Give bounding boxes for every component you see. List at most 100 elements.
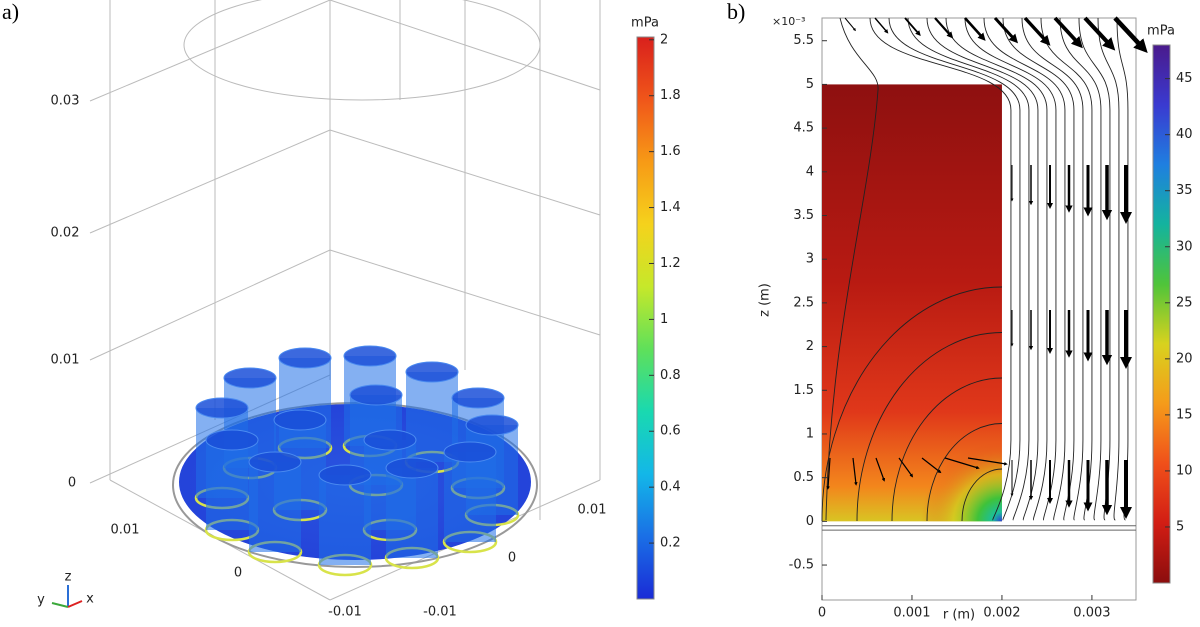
y-tick-label: 3.5 [793,208,814,223]
x-tick-label: -0.01 [423,605,457,620]
cylinder-body [249,462,301,552]
colorbar-tick-label: 1.8 [660,88,681,103]
x-axis-label: r (m) [943,608,975,623]
colorbar-tick-label: 35 [1176,183,1193,198]
y-tick-label: 0.01 [111,523,140,538]
flow-arrow [921,457,942,474]
cylinders [194,345,520,577]
cylinder-top [195,397,249,419]
colorbar-tick-label: 15 [1176,407,1193,422]
exponent-label: ×10⁻³ [772,15,805,28]
cylinder-top [273,409,327,431]
y-tick-label: 2.5 [793,295,814,310]
colorbar-tick-label: 0.4 [660,480,681,495]
cylinder-top [248,451,302,473]
cylinder-body [386,468,438,558]
colorbar-tick-label: 1.2 [660,256,681,271]
x-tick-label: 0.001 [893,606,930,621]
streamline [825,17,879,521]
y-tick-label: 1.5 [793,383,814,398]
y-tick-label: 4.5 [793,121,814,136]
triad-label: x [86,592,94,607]
flow-arrow [934,17,954,39]
flow-arrow [964,17,986,41]
flow-arrow [1023,16,1051,46]
y-tick-label: 0 [234,566,242,581]
z-tick-label: 0.03 [51,94,80,109]
colorbar-tick-label: 40 [1176,127,1193,142]
colorbar-tick-label: 0.2 [660,536,681,551]
colorbar-tick-label: 1 [660,312,668,327]
cylinder-top [443,441,497,463]
x-tick-label: 0 [508,551,516,566]
cylinder-body [319,475,371,565]
colorbar-tick-label: 20 [1176,351,1193,366]
streamline [1021,17,1084,521]
streamline [891,377,1003,522]
colorbar-tick-label: 45 [1176,71,1193,86]
cylinder-top [385,457,439,479]
z-tick-label: 0 [68,476,76,491]
flow-arrow [904,17,921,37]
cylinder-top [205,429,259,451]
colorbar-tick-label: 1.4 [660,200,681,215]
y-tick-label: 5 [806,77,814,92]
triad-label: z [65,570,72,585]
cylinder-body [444,452,496,542]
cylinder-top [278,347,332,369]
colorbar-unit: mPa [1147,24,1175,39]
y-tick-label: -0.5 [789,558,814,573]
x-tick-label: 0 [818,606,826,621]
y-tick-label: 5.5 [793,33,814,48]
x-tick-label: 0.002 [983,606,1020,621]
streamline [926,17,1039,521]
flow-arrow [967,457,1008,466]
y-tick-label: 4 [806,164,814,179]
colorbar-tick-label: 1.6 [660,144,681,159]
y-tick-label: 3 [806,252,814,267]
cylinder-top [405,361,459,383]
cylinder-top [223,367,277,389]
colorbar-tick-label: 25 [1176,295,1193,310]
colorbar-tick-label: 10 [1176,463,1193,478]
z-tick-label: 0.02 [51,226,80,241]
streamline [964,17,1057,521]
flow-arrow [944,457,980,470]
colorbar-tick-label: 30 [1176,239,1193,254]
y-tick-label: 1 [806,426,814,441]
streamline [945,17,1048,521]
panel-label: b) [727,0,745,24]
streamline [907,17,1030,521]
colorbar [1152,44,1171,584]
streamline [926,423,1003,522]
y-tick-label: 0 [806,514,814,529]
y-tick-label: 2 [806,339,814,354]
cylinder-top [318,464,372,486]
flow-arrow [826,457,831,490]
flow-arrow [874,17,889,34]
colorbar-tick-label: 0.6 [660,424,681,439]
field-hot [911,433,1002,522]
triad-label: y [37,593,45,608]
flow-arrow [1083,16,1116,51]
plot-b [821,16,1148,601]
cylinder-top [343,345,397,367]
flow-arrow [852,457,858,486]
flow-arrow [993,16,1019,44]
streamline [1059,17,1102,521]
y-tick-label: 0.5 [793,470,814,485]
flow-arrow [1053,16,1083,49]
streamline [821,286,1003,522]
cylinder-top [465,414,519,436]
colorbar-tick-label: 0.8 [660,368,681,383]
z-tick-label: 0.01 [51,353,80,368]
streamline [983,17,1066,521]
streamline [869,17,1012,521]
streamline [856,332,1003,522]
colorbar [636,36,655,600]
colorbar-tick-label: 5 [1176,519,1184,534]
triad: z y x [37,570,94,608]
cylinder-top [363,429,417,451]
